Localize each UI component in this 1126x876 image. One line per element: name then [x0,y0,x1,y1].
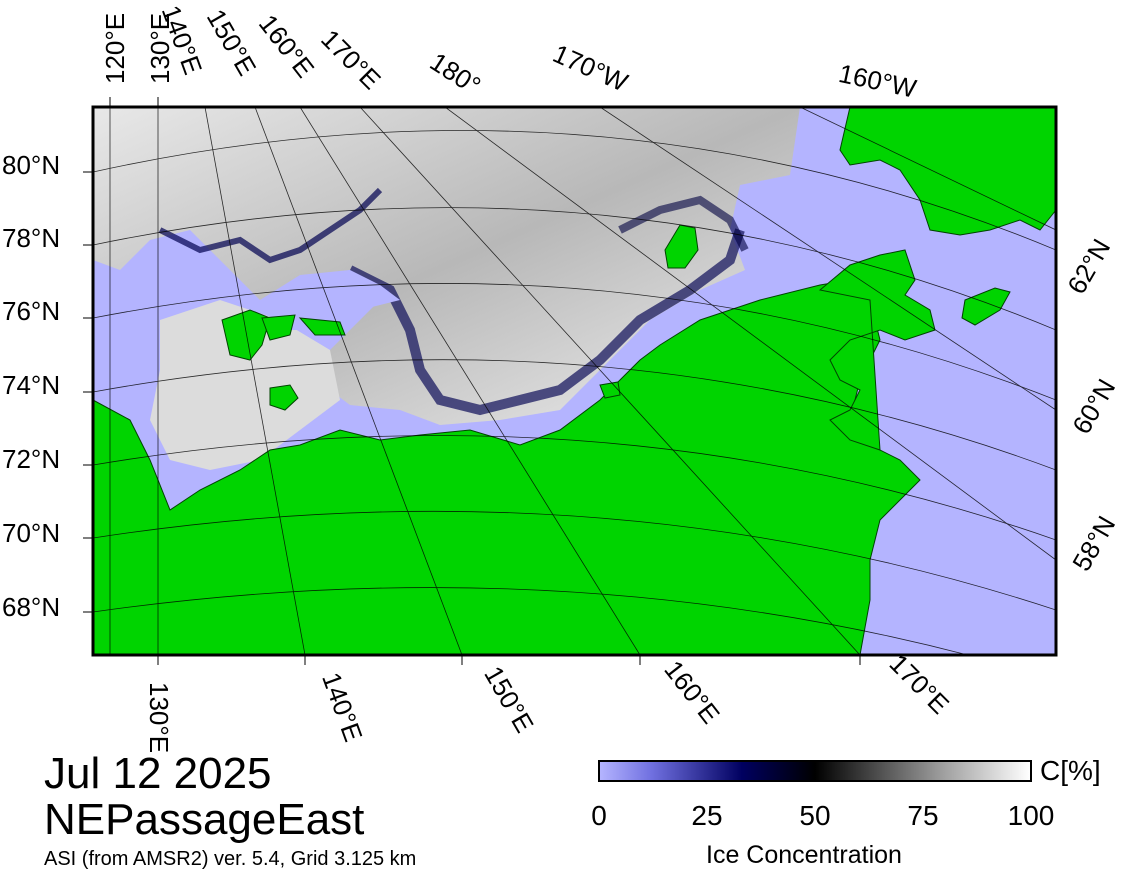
colorbar-tick-50: 50 [799,800,831,831]
lat-label-80n: 80°N [2,150,61,180]
alaska [839,107,1056,236]
lon-label-bottom-130e: 130°E [144,682,174,754]
colorbar-tick-0: 0 [591,800,607,831]
colorbar-title: Ice Concentration [706,841,902,869]
data-source-credit: ASI (from AMSR2) ver. 5.4, Grid 3.125 km [44,848,417,870]
graticule [93,107,1056,655]
map-date: Jul 12 2025 [44,749,272,798]
ice-edge-dark-3 [618,195,749,252]
map-frame [91,105,1058,657]
siberia-mainland [93,279,921,655]
ice-laptev [150,300,340,470]
colorbar-unit: C[%] [1040,755,1101,786]
lat-label-74n: 74°N [2,370,61,400]
lat-label-70n: 70°N [2,518,61,548]
colorbar-tick-25: 25 [691,800,723,831]
lat-label-68n: 68°N [2,592,61,622]
faddeyevsky-island [298,317,346,336]
colorbar-tick-100: 100 [1007,800,1055,831]
lon-label-top-120e: 120°E [100,12,130,84]
lyakhovsky-island [269,384,299,411]
region-name: NEPassageEast [44,795,365,844]
colorbar-tick-75: 75 [907,800,939,831]
ice-concentration-colorbar [598,760,1032,782]
lat-label-78n: 78°N [2,223,61,253]
new-siberian-islands [221,309,271,361]
ice-edge-dark-2 [158,187,383,264]
lat-label-76n: 76°N [2,296,61,326]
pack-ice [93,107,800,425]
kotelny-island [261,314,296,341]
st-lawrence-island [961,287,1011,326]
ice-edge-dark [347,228,745,416]
chukotka [818,249,936,451]
graticule-ticks [83,97,861,665]
lat-label-72n: 72°N [2,444,61,474]
